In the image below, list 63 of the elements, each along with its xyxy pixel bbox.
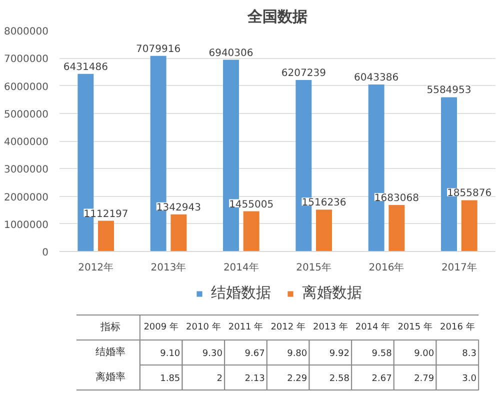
- data-label: 9.67: [244, 349, 265, 359]
- data-label: 2.58: [329, 374, 350, 384]
- data-label: 9.58: [372, 349, 392, 359]
- y-tick-label: 3000000: [4, 164, 49, 176]
- y-tick-label: 4000000: [4, 137, 49, 148]
- x-tick-label: 2016年: [368, 262, 404, 274]
- data-label: 9.80: [287, 349, 308, 359]
- y-tick-label: 结婚率: [95, 346, 126, 358]
- data-label: 6207239: [281, 68, 326, 80]
- bar: [461, 200, 478, 252]
- chart-title: 全国数据: [246, 8, 308, 26]
- data-label: 2.13: [244, 374, 265, 384]
- bar: [170, 214, 187, 252]
- y-tick-label: 2000000: [4, 192, 49, 204]
- y-tick-label: 8000000: [4, 26, 49, 38]
- data-label: 6043386: [354, 72, 399, 84]
- data-label: 2.67: [372, 374, 392, 384]
- x-tick-label: 2010 年: [186, 322, 221, 332]
- data-label: 9.30: [202, 349, 223, 359]
- y-tick-label: 6000000: [4, 82, 49, 93]
- y-tick-label: 0: [42, 248, 49, 258]
- data-label: 9.00: [414, 349, 434, 359]
- y-tick-label: 离婚率: [95, 371, 126, 383]
- y-axis-title: 指标: [99, 321, 120, 333]
- y-tick-label: 5000000: [4, 109, 49, 120]
- x-tick-label: 2014 年: [355, 322, 390, 332]
- data-label: 6940306: [208, 48, 254, 59]
- bar: [388, 205, 405, 252]
- x-tick-label: 2014年: [223, 262, 259, 274]
- data-label: 9.92: [329, 349, 350, 359]
- data-label: 1112197: [84, 208, 128, 220]
- data-label: 6431486: [63, 62, 108, 73]
- data-label: 1.85: [160, 374, 180, 384]
- x-tick-label: 2012 年: [270, 322, 306, 332]
- x-tick-label: 2017年: [441, 262, 477, 274]
- legend-label: 离婚数据: [302, 284, 362, 302]
- x-tick-label: 2009 年: [144, 322, 178, 332]
- data-label: 1455005: [229, 199, 274, 210]
- data-label: 5584953: [426, 85, 472, 96]
- x-tick-label: 2015 年: [398, 322, 432, 332]
- data-label: 9.10: [160, 349, 180, 359]
- data-label: 7079916: [136, 44, 181, 55]
- data-label: 1683068: [374, 193, 419, 204]
- x-tick-label: 2012年: [78, 262, 114, 274]
- data-label: 2.29: [287, 374, 308, 384]
- bar: [243, 211, 260, 252]
- data-label: 1342943: [156, 202, 201, 214]
- data-label: 1516236: [302, 198, 346, 209]
- data-label: 2: [216, 374, 222, 384]
- x-tick-label: 2015年: [296, 262, 332, 274]
- data-label: 2.79: [414, 374, 434, 384]
- y-tick-label: 1000000: [4, 220, 49, 231]
- x-tick-label: 2016 年: [440, 322, 475, 332]
- data-label: 1855876: [447, 188, 492, 200]
- x-tick-label: 2011 年: [228, 322, 264, 332]
- x-tick-label: 2013年: [150, 262, 186, 274]
- x-tick-label: 2013 年: [313, 322, 348, 332]
- bar: [98, 220, 114, 252]
- legend-label: 结婚数据: [211, 284, 271, 302]
- data-label: 3.0: [462, 374, 477, 384]
- y-tick-label: 7000000: [4, 54, 49, 66]
- data-label: 8.3: [462, 349, 476, 359]
- bar: [316, 210, 332, 252]
